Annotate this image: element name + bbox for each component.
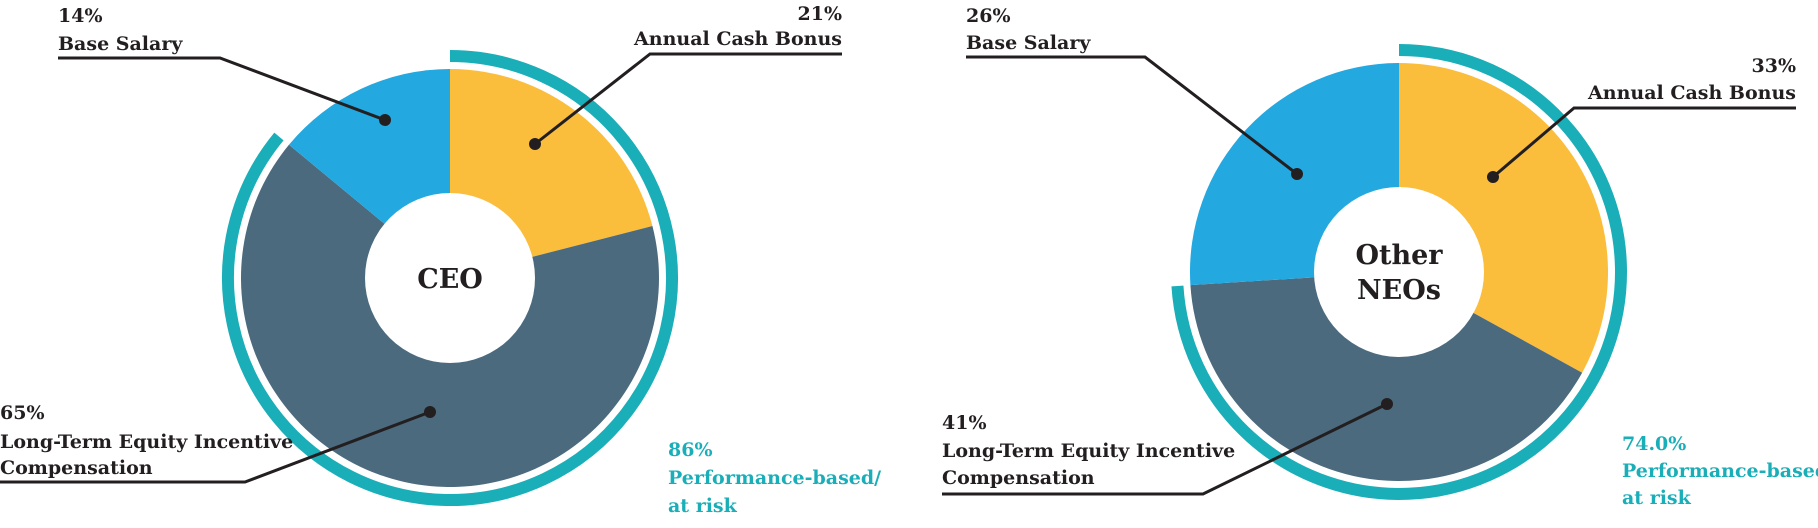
ceo-leader-dot-annual-cash-bonus	[529, 138, 541, 150]
ceo-leader-dot-base-salary	[379, 114, 391, 126]
ceo-performance-text2: at risk	[668, 495, 738, 517]
ceo-label-ltei-line2: Compensation	[0, 457, 153, 479]
neo-leader-dot-annual-cash-bonus	[1487, 171, 1499, 183]
neo-label-bonus-value: 33%	[1752, 55, 1797, 77]
neo-donut-hole	[1314, 187, 1484, 357]
neo-label-bonus-name: Annual Cash Bonus	[1587, 82, 1796, 104]
neo-leader-ltei	[942, 402, 1388, 496]
neo-label-ltei-value: 41%	[942, 412, 987, 434]
ceo-center-title: CEO	[417, 264, 483, 295]
ceo-label-base-salary-name: Base Salary	[58, 33, 183, 55]
ceo-label-bonus-value: 21%	[798, 3, 843, 25]
ceo-label-ltei-line1: Long-Term Equity Incentive	[0, 431, 293, 453]
ceo-leader-base-salary	[58, 56, 386, 122]
ceo-label-ltei-value: 65%	[0, 402, 45, 424]
neo-performance-arc	[1171, 44, 1627, 500]
neo-label-ltei-line2: Compensation	[942, 467, 1095, 489]
neo-slice-long-term-equity	[1190, 272, 1583, 482]
ceo-label-base-salary-value: 14%	[58, 5, 103, 27]
ceo-performance-arc	[222, 50, 678, 506]
ceo-donut-hole	[365, 193, 535, 363]
ceo-performance-value: 86%	[668, 439, 713, 461]
neo-label-ltei-line1: Long-Term Equity Incentive	[942, 440, 1235, 462]
neo-label-base-salary-name: Base Salary	[966, 32, 1091, 54]
neo-leader-dot-ltei	[1381, 398, 1393, 410]
ceo-label-bonus-name: Annual Cash Bonus	[633, 28, 842, 50]
ceo-leader-annual-cash-bonus	[534, 52, 842, 146]
neo-performance-text: Performance-based/	[1622, 460, 1818, 482]
neo-leader-annual-cash-bonus	[1492, 106, 1796, 179]
ceo-leader-ltei	[0, 410, 431, 484]
neo-leader-dot-base-salary	[1291, 168, 1303, 180]
neo-label-base-salary-value: 26%	[966, 5, 1011, 27]
ceo-performance-text: Performance-based/	[668, 467, 881, 489]
ceo-chart: CEO 14% Base Salary 21% Annual Cash Bonu…	[0, 3, 881, 517]
neo-performance-value: 74.0%	[1622, 433, 1686, 455]
neo-center-title-line1: Other	[1355, 240, 1443, 271]
neo-chart: Other NEOs 26% Base Salary 33% Annual Ca…	[942, 5, 1818, 509]
neo-center-title-line2: NEOs	[1357, 275, 1441, 306]
ceo-leader-dot-ltei	[424, 406, 436, 418]
neo-leader-base-salary	[966, 55, 1298, 176]
neo-performance-text2: at risk	[1622, 487, 1692, 509]
